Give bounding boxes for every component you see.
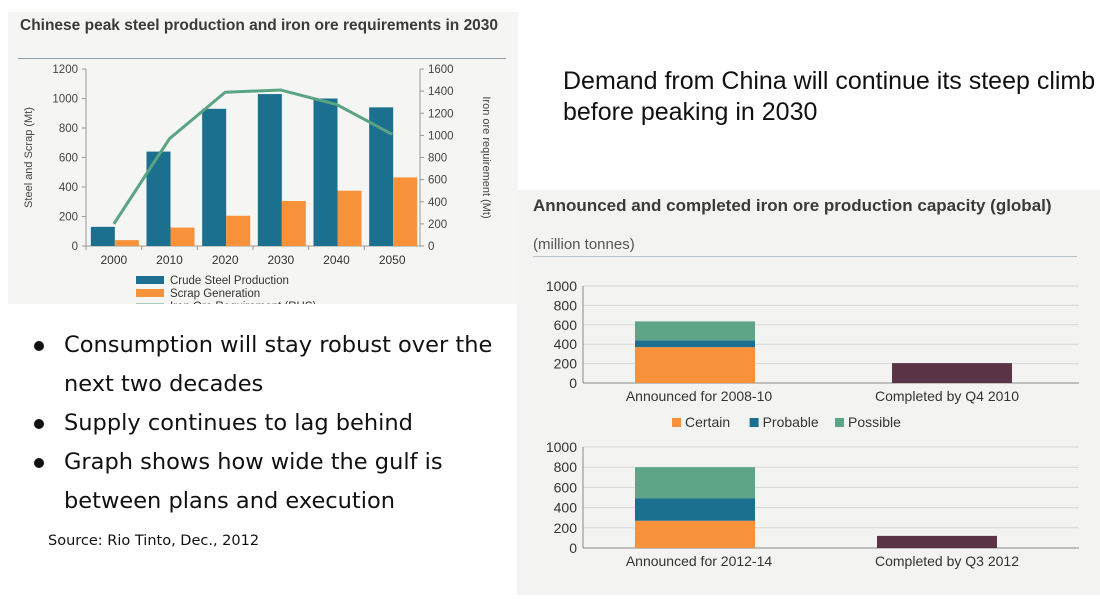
legend-label-certain: Certain xyxy=(685,414,730,430)
left-tick-label: 400 xyxy=(59,182,78,194)
steel-chart: 0 200 400 600 800 1000 1200 0 200 400 600 800 1000 12… xyxy=(23,64,492,304)
legend-label-probable: Probable xyxy=(763,414,819,430)
left-tick-label: 1000 xyxy=(52,94,78,106)
capacity-bar-possible xyxy=(635,467,755,499)
capacity-bar-completed xyxy=(877,535,997,548)
bullet-item: Graph shows how wide the gulf is between… xyxy=(30,443,520,521)
capacity-chart-title: Announced and completed iron ore product… xyxy=(533,196,1052,215)
headline-text: Demand from China will continue its stee… xyxy=(563,67,1096,126)
right-tick-label: 400 xyxy=(428,197,447,209)
bullet-text: Consumption will stay robust over the ne… xyxy=(64,332,493,397)
y-tick-label: 800 xyxy=(554,459,578,475)
right-tick-label: 200 xyxy=(428,219,447,231)
right-tick-label: 1000 xyxy=(428,130,454,142)
scrap-generation-bar xyxy=(337,190,362,246)
x-tick-label: 2000 xyxy=(100,253,127,267)
right-tick-label: 1600 xyxy=(428,64,454,76)
capacity-bar-probable xyxy=(635,340,755,348)
capacity-chart-title-rule xyxy=(533,256,1077,257)
y-tick-label: 0 xyxy=(569,540,577,556)
y-tick-label: 600 xyxy=(554,317,578,333)
x-tick-label: Completed by Q4 2010 xyxy=(875,388,1019,404)
legend-swatch-steel xyxy=(136,276,164,284)
right-tick-label: 1200 xyxy=(428,108,454,120)
y-tick-label: 200 xyxy=(554,356,578,372)
left-axis-label: Steel and Scrap (Mt) xyxy=(23,107,35,208)
steel-production-bar xyxy=(202,108,227,246)
capacity-bar-certain xyxy=(635,347,755,383)
left-tick-label: 200 xyxy=(59,212,78,224)
steel-production-bar xyxy=(257,94,282,246)
bullet-dot xyxy=(34,458,44,468)
capacity-chart-panel: Announced and completed iron ore product… xyxy=(517,190,1100,595)
steel-chart-title-rule xyxy=(18,58,506,59)
y-tick-label: 200 xyxy=(554,520,578,536)
capacity-bar-completed xyxy=(892,363,1012,383)
y-tick-label: 400 xyxy=(554,500,578,516)
legend-label-possible: Possible xyxy=(848,414,901,430)
x-tick-label: Announced for 2008-10 xyxy=(626,388,773,404)
scrap-generation-bar xyxy=(393,177,418,246)
x-tick-label: Completed by Q3 2012 xyxy=(875,553,1019,569)
scrap-generation-bar xyxy=(170,227,195,246)
steel-chart-title: Chinese peak steel production and iron o… xyxy=(20,17,499,34)
capacity-bar-probable xyxy=(635,498,755,521)
bullet-text: Supply continues to lag behind xyxy=(64,410,413,436)
y-tick-label: 600 xyxy=(554,479,578,495)
source-note: Source: Rio Tinto, Dec., 2012 xyxy=(48,533,260,549)
x-tick-label: Announced for 2012-14 xyxy=(626,553,773,569)
steel-production-bar xyxy=(369,107,394,246)
steel-production-bar xyxy=(313,98,338,246)
bullet-item: Supply continues to lag behind xyxy=(30,404,520,443)
y-tick-label: 400 xyxy=(554,336,578,352)
x-tick-label: 2010 xyxy=(156,253,183,267)
right-tick-label: 0 xyxy=(428,241,434,253)
right-tick-label: 1400 xyxy=(428,86,454,98)
capacity-bar-certain xyxy=(635,520,755,548)
bullet-dot xyxy=(34,419,44,429)
legend-swatch-possible xyxy=(835,418,844,427)
bullet-item: Consumption will stay robust over the ne… xyxy=(30,326,520,404)
y-tick-label: 1000 xyxy=(546,278,577,294)
x-tick-label: 2050 xyxy=(379,253,406,267)
y-tick-label: 0 xyxy=(569,375,577,391)
right-axis-label: Iron ore requirement (Mt) xyxy=(480,96,492,218)
capacity-chart: 0 200 400 600 800 1000 Announced for 2008-10 Co… xyxy=(546,278,1079,569)
bullet-list: Consumption will stay robust over the ne… xyxy=(30,326,520,521)
y-tick-label: 800 xyxy=(554,297,578,313)
scrap-generation-bar xyxy=(281,201,306,246)
steel-chart-panel: Chinese peak steel production and iron o… xyxy=(8,12,518,304)
scrap-generation-bar xyxy=(226,215,251,246)
left-tick-label: 0 xyxy=(72,241,78,253)
x-tick-label: 2040 xyxy=(323,253,350,267)
x-tick-label: 2020 xyxy=(212,253,239,267)
legend-label-steel: Crude Steel Production xyxy=(170,275,289,287)
capacity-bar-possible xyxy=(635,321,755,341)
scrap-generation-bar xyxy=(114,240,139,246)
legend-swatch-probable xyxy=(749,418,759,427)
capacity-chart-subtitle: (million tonnes) xyxy=(533,236,635,253)
legend-swatch-certain xyxy=(672,418,681,427)
y-tick-label: 1000 xyxy=(546,439,577,455)
legend-label-ore: Iron Ore Requirement (RHS) xyxy=(170,301,317,304)
legend-swatch-scrap xyxy=(136,289,164,297)
x-tick-label: 2030 xyxy=(267,253,294,267)
legend-label-scrap: Scrap Generation xyxy=(170,288,260,300)
steel-production-bar xyxy=(90,226,115,246)
bullet-text: Graph shows how wide the gulf is between… xyxy=(64,449,443,514)
left-tick-label: 800 xyxy=(59,123,78,135)
left-tick-label: 1200 xyxy=(52,64,78,76)
left-tick-label: 600 xyxy=(59,153,78,165)
bullet-dot xyxy=(34,341,44,351)
right-tick-label: 800 xyxy=(428,153,447,165)
right-tick-label: 600 xyxy=(428,175,447,187)
iron-ore-requirement-line xyxy=(112,88,393,225)
